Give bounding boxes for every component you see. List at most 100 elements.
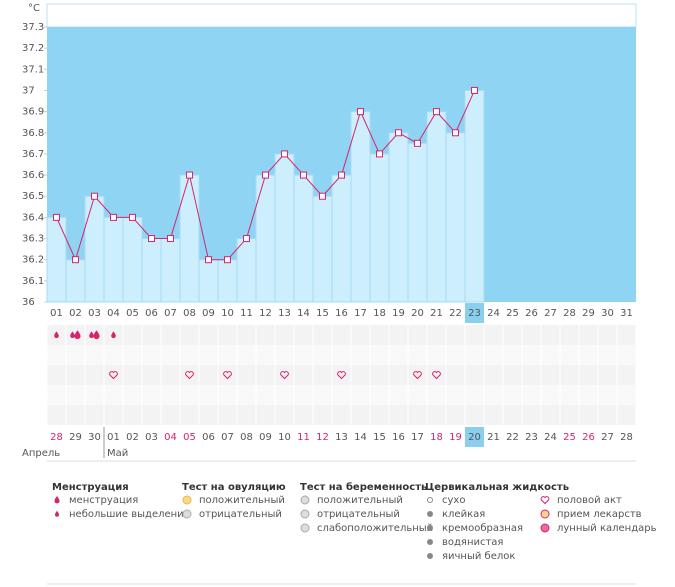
bar xyxy=(103,216,124,303)
bar xyxy=(84,195,105,303)
x-tick-label: 29 xyxy=(582,308,595,319)
cycle-date: 18 xyxy=(430,432,443,443)
x-tick-label: 26 xyxy=(525,308,538,319)
y-tick-label: 36.2 xyxy=(22,255,44,266)
x-tick-label: 11 xyxy=(240,308,253,319)
legend-icon xyxy=(54,510,60,517)
bar xyxy=(141,238,162,303)
bar xyxy=(426,111,447,303)
heavy-flow-icon xyxy=(70,330,81,340)
bar xyxy=(198,259,219,303)
bar xyxy=(445,132,466,303)
legend-item: слабоположительный xyxy=(317,523,433,534)
bar xyxy=(274,153,295,303)
x-tick-label: 22 xyxy=(449,308,462,319)
legend-icon xyxy=(427,539,433,545)
x-tick-label: 01 xyxy=(50,308,63,319)
cycle-date: 09 xyxy=(259,432,272,443)
bar xyxy=(293,174,314,303)
intercourse-icon xyxy=(337,371,346,380)
cycle-date: 17 xyxy=(411,432,424,443)
y-tick-label: 36 xyxy=(22,297,35,308)
point xyxy=(395,129,402,137)
point xyxy=(414,139,421,147)
cycle-date: 22 xyxy=(506,432,519,443)
y-tick-label: 37.3 xyxy=(22,22,44,33)
point xyxy=(167,235,174,243)
legend-item: менструация xyxy=(69,495,138,506)
intercourse-icon xyxy=(109,371,118,380)
point xyxy=(205,256,212,264)
legend-item: яичный белок xyxy=(442,551,515,562)
cycle-date: 01 xyxy=(107,432,120,443)
point xyxy=(91,192,98,200)
x-tick-label: 14 xyxy=(297,308,310,319)
legend-item: небольшие выделения xyxy=(69,509,190,520)
month-label: Апрель xyxy=(22,448,60,459)
legend-item: положительный xyxy=(317,495,403,506)
x-tick-label: 09 xyxy=(202,308,215,319)
legend-item: отрицательный xyxy=(199,509,282,520)
intercourse-icon xyxy=(223,371,232,380)
legend-icon xyxy=(540,509,550,519)
bar xyxy=(65,259,86,303)
intercourse-icon xyxy=(432,371,441,380)
x-tick-label: 03 xyxy=(88,308,101,319)
x-tick-label: 08 xyxy=(183,308,196,319)
intercourse-icon xyxy=(413,371,422,380)
row xyxy=(47,385,636,405)
cycle-date: 15 xyxy=(373,432,386,443)
bar xyxy=(122,216,143,303)
row xyxy=(47,405,636,425)
legend-item: клейкая xyxy=(442,509,485,520)
y-axis-label: °C xyxy=(28,3,40,14)
legend-icon xyxy=(54,496,60,504)
legend-icon xyxy=(300,495,310,505)
x-tick-label: 25 xyxy=(506,308,519,319)
drop xyxy=(93,330,100,340)
cycle-date: 04 xyxy=(164,432,177,443)
y-tick-label: 36.5 xyxy=(22,191,44,202)
point xyxy=(338,171,345,179)
x-tick-label: 31 xyxy=(620,308,633,319)
heavy-flow-icon xyxy=(89,330,100,340)
legend-icon xyxy=(427,497,433,503)
cycle-date: 28 xyxy=(50,432,63,443)
y-tick-label: 36.6 xyxy=(22,170,44,181)
cycle-date: 28 xyxy=(620,432,633,443)
cycle-date: 06 xyxy=(202,432,215,443)
legend-icon xyxy=(300,509,310,519)
bar xyxy=(331,174,352,303)
y-tick-label: 36.4 xyxy=(22,212,44,223)
legend-item: половой акт xyxy=(557,495,622,506)
cycle-date: 03 xyxy=(145,432,158,443)
x-tick-label: 28 xyxy=(563,308,576,319)
legend-icon xyxy=(540,523,550,533)
row xyxy=(47,365,636,385)
x-tick-label: 18 xyxy=(373,308,386,319)
legend-icon xyxy=(182,495,192,505)
bar xyxy=(255,174,276,303)
intercourse-icon xyxy=(280,371,289,380)
row xyxy=(47,345,636,365)
x-tick-label: 20 xyxy=(411,308,424,319)
cycle-date: 25 xyxy=(563,432,576,443)
top-strip xyxy=(46,3,637,28)
legend-title: Тест на овуляцию xyxy=(182,482,286,493)
legend-item: сухо xyxy=(442,495,465,506)
light-flow-icon xyxy=(111,331,116,339)
month-label: Май xyxy=(107,448,128,459)
point xyxy=(300,171,307,179)
point xyxy=(53,213,60,221)
bar xyxy=(160,238,181,303)
cycle-date: 19 xyxy=(449,432,462,443)
cycle-date: 11 xyxy=(297,432,310,443)
point xyxy=(319,192,326,200)
cycle-date: 26 xyxy=(582,432,595,443)
legend-icon xyxy=(540,496,550,505)
cycle-date: 20 xyxy=(468,432,481,443)
bar xyxy=(46,216,67,303)
y-tick-label: 36.1 xyxy=(22,276,44,287)
drop xyxy=(74,330,81,340)
legend-icon xyxy=(427,511,433,517)
